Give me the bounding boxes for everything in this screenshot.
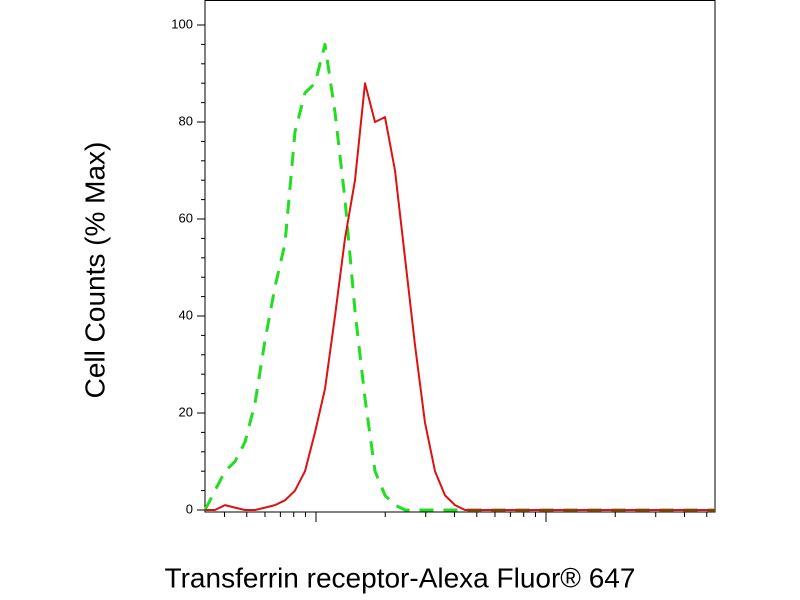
plot-frame — [204, 0, 716, 513]
y-tick-label: 0 — [186, 501, 193, 516]
y-tick-label: 40 — [179, 307, 193, 322]
y-tick-label: 60 — [179, 210, 193, 225]
x-axis-title: Transferrin receptor-Alexa Fluor® 647 — [165, 562, 636, 593]
y-tick-label: 20 — [179, 404, 193, 419]
y-axis-title: Cell Counts (% Max) — [79, 142, 110, 399]
series-line — [205, 82, 715, 511]
y-tick-label: 100 — [171, 16, 193, 31]
series-line — [203, 42, 715, 512]
y-tick-label: 80 — [179, 113, 193, 128]
